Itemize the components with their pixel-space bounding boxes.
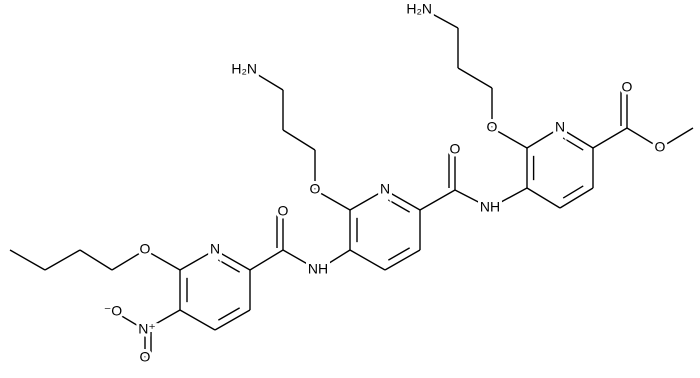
bond bbox=[214, 249, 251, 271]
bond bbox=[111, 249, 146, 271]
atom-label: O bbox=[655, 139, 666, 155]
bond bbox=[249, 69, 284, 91]
bond bbox=[559, 127, 594, 149]
atom-label: O bbox=[278, 203, 289, 219]
bond bbox=[424, 9, 459, 29]
bond bbox=[626, 127, 661, 149]
bond bbox=[659, 127, 694, 149]
bond bbox=[79, 249, 113, 271]
bond bbox=[144, 249, 181, 271]
atom-label: H₂N bbox=[406, 1, 432, 17]
bond bbox=[491, 127, 528, 149]
bonds bbox=[9, 9, 694, 358]
bond bbox=[218, 307, 240, 321]
bond bbox=[214, 309, 251, 331]
bond bbox=[592, 127, 628, 149]
bond bbox=[419, 189, 456, 211]
bond bbox=[526, 127, 561, 149]
bond bbox=[562, 137, 584, 151]
bond bbox=[179, 249, 216, 271]
bond bbox=[384, 249, 421, 271]
atom-label: O bbox=[622, 79, 633, 95]
atom-label: NH bbox=[308, 261, 328, 277]
atom-label: O bbox=[450, 141, 461, 157]
bond bbox=[317, 249, 351, 271]
atom-label: H₂N bbox=[231, 61, 257, 77]
bond bbox=[314, 189, 351, 211]
bond bbox=[44, 249, 81, 271]
bond bbox=[282, 129, 316, 151]
atom-labels: H₂N O N O O NH O N H₂N O NH O N O N⁺ ⁻O O bbox=[101, 0, 669, 368]
atom-label: N⁺ bbox=[138, 321, 156, 337]
bond bbox=[388, 199, 410, 213]
atom-label: ⁻O bbox=[104, 303, 122, 319]
bond bbox=[454, 189, 491, 209]
bond bbox=[218, 259, 240, 273]
atom-label: N bbox=[555, 119, 565, 135]
atom-label: O bbox=[487, 119, 498, 135]
bond bbox=[349, 249, 386, 271]
atom-label: O bbox=[140, 241, 151, 257]
bond bbox=[384, 189, 421, 211]
atom-label: O bbox=[310, 181, 321, 197]
bond bbox=[562, 185, 584, 199]
bond bbox=[489, 187, 528, 209]
atom-label: N bbox=[380, 181, 390, 197]
bond bbox=[457, 67, 493, 89]
bond bbox=[114, 311, 146, 331]
bond bbox=[9, 249, 46, 271]
bond bbox=[144, 309, 181, 331]
bond bbox=[282, 249, 319, 271]
atom-label: NH bbox=[480, 199, 500, 215]
bond bbox=[249, 249, 284, 271]
bond bbox=[349, 189, 386, 211]
bond bbox=[388, 247, 410, 261]
bond bbox=[526, 187, 561, 209]
atom-label: N bbox=[210, 241, 220, 257]
bond bbox=[559, 187, 594, 209]
atom-label: O bbox=[140, 349, 151, 365]
bond bbox=[179, 309, 216, 331]
